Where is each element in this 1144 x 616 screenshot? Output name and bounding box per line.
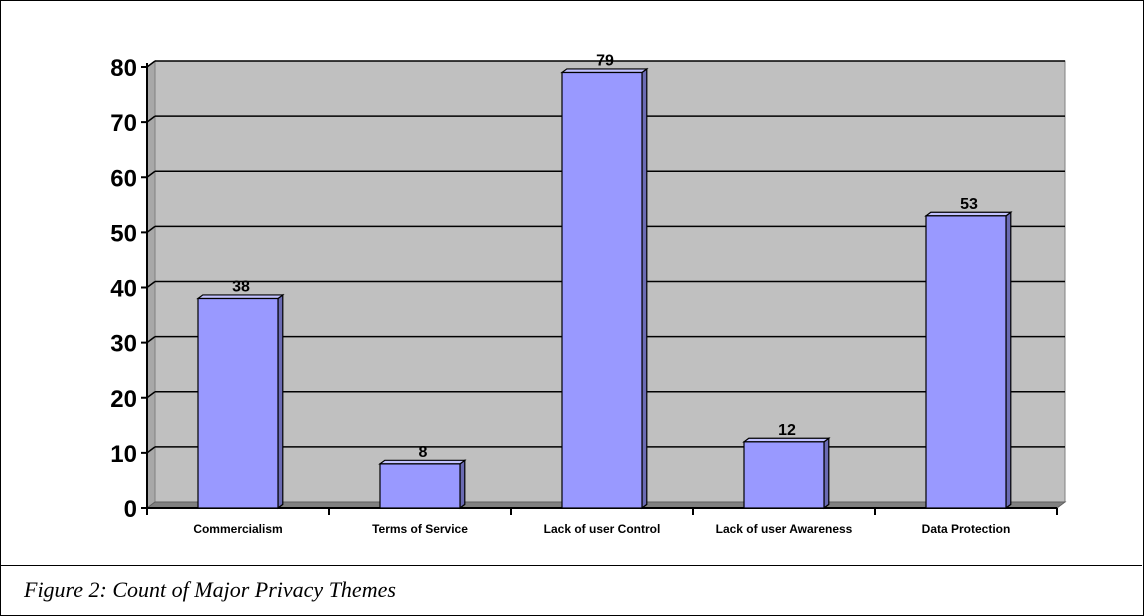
bar-front bbox=[561, 71, 643, 509]
y-tick-label-40: 40 bbox=[110, 276, 137, 303]
x-category-label-3: Lack of user Awareness bbox=[716, 522, 853, 536]
x-category-label-1: Terms of Service bbox=[372, 522, 468, 536]
x-category-labels: Commercialism Terms of Service Lack of use… bbox=[193, 522, 1010, 536]
x-category-label-0: Commercialism bbox=[193, 522, 282, 536]
x-category-label-4: Data Protection bbox=[922, 522, 1011, 536]
y-tick-label-10: 10 bbox=[110, 441, 137, 468]
gridline-side-20 bbox=[146, 391, 156, 399]
y-tick-label-50: 50 bbox=[110, 220, 137, 247]
bar-side bbox=[823, 437, 830, 510]
y-tick-label-0: 0 bbox=[124, 496, 137, 523]
gridline-side-10 bbox=[146, 446, 156, 454]
bar-data-protection bbox=[924, 211, 1013, 510]
bar-side bbox=[1005, 211, 1012, 510]
caption-divider bbox=[0, 565, 1142, 566]
y-tick-label-60: 60 bbox=[110, 165, 137, 192]
bar-front bbox=[379, 463, 461, 509]
bars bbox=[196, 67, 1013, 510]
bar-side bbox=[641, 67, 648, 510]
bar-commercialism bbox=[196, 293, 285, 510]
gridline-side-70 bbox=[146, 115, 156, 123]
bar-lack-of-user-awareness bbox=[742, 437, 831, 510]
y-tick-label-70: 70 bbox=[110, 110, 137, 137]
bar-terms-of-service bbox=[378, 459, 467, 510]
bar-front bbox=[743, 441, 825, 509]
data-label-0: 38 bbox=[232, 279, 250, 296]
data-label-2: 79 bbox=[596, 53, 614, 70]
bar-side bbox=[459, 459, 466, 510]
gridline-side-50 bbox=[146, 225, 156, 233]
data-label-3: 12 bbox=[778, 422, 796, 439]
data-label-1: 8 bbox=[419, 444, 428, 461]
bar-chart: 0 10 20 30 40 50 60 70 80 Commercialism Terms of … bbox=[110, 53, 1067, 536]
gridline-side-80 bbox=[146, 60, 156, 68]
bar-side bbox=[277, 293, 284, 510]
gridline-side-40 bbox=[146, 280, 156, 289]
bar-front bbox=[925, 215, 1007, 509]
y-tick-label-80: 80 bbox=[110, 55, 137, 82]
gridline-side-30 bbox=[146, 336, 156, 344]
bar-front bbox=[197, 297, 279, 509]
y-tick-labels: 0 10 20 30 40 50 60 70 80 bbox=[110, 55, 137, 523]
x-category-label-2: Lack of user Control bbox=[544, 522, 661, 536]
data-label-4: 53 bbox=[960, 196, 978, 213]
data-labels: 38 8 79 12 53 bbox=[232, 53, 978, 461]
gridline-side-60 bbox=[146, 170, 156, 178]
y-tick-label-20: 20 bbox=[110, 386, 137, 413]
figure-caption: Figure 2: Count of Major Privacy Themes bbox=[24, 577, 396, 602]
bar-lack-of-user-control bbox=[560, 67, 649, 510]
y-tick-label-30: 30 bbox=[110, 331, 137, 358]
